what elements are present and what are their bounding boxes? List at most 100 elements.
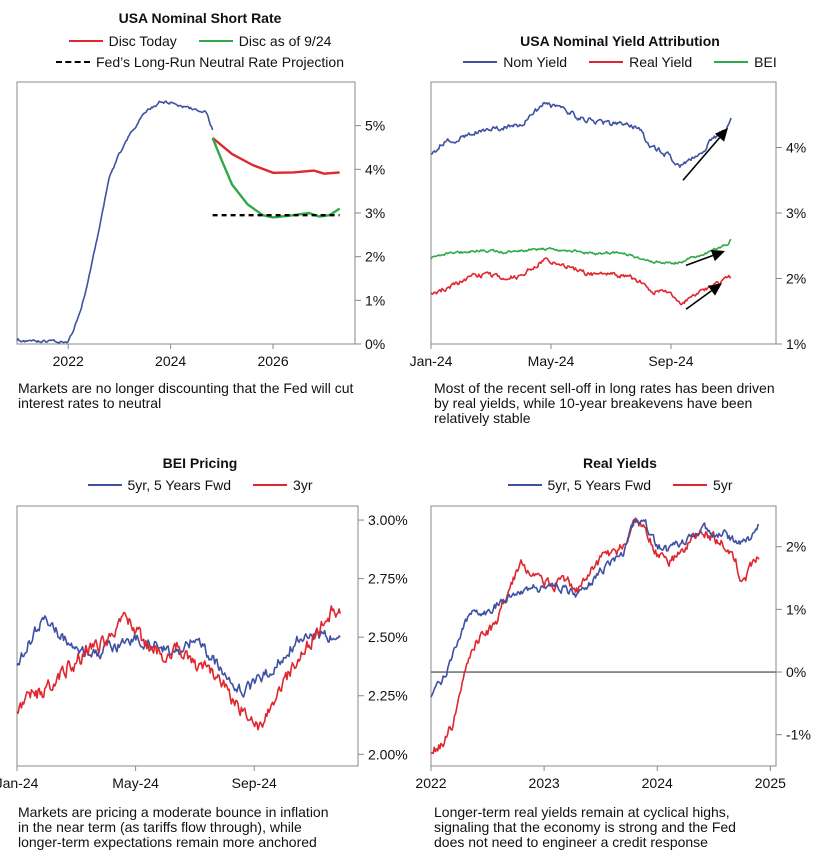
y-tick-label: 2.50% [368, 629, 408, 645]
y-tick-label: 2% [365, 249, 385, 265]
legend-swatch [589, 61, 624, 63]
legend-label: Nom Yield [503, 54, 568, 70]
caption: Most of the recent sell-off in long rate… [434, 381, 775, 426]
x-tick-label: 2024 [642, 775, 673, 791]
x-tick-label: Sep-24 [232, 775, 277, 791]
legend-label: BEI [754, 54, 777, 70]
series-line-5yr [430, 517, 760, 755]
caption: Markets are pricing a moderate bounce in… [18, 805, 329, 850]
annotation-arrow-head [707, 283, 722, 296]
panel-title: USA Nominal Yield Attribution [520, 33, 720, 49]
y-tick-label: 2.00% [368, 746, 408, 762]
legend: Disc Today Disc as of 9/24 [0, 33, 410, 49]
y-tick-label: 3.00% [368, 512, 408, 528]
annotation-arrow-shaft [682, 137, 721, 181]
series-line-disc-today [211, 136, 340, 175]
caption-line: Markets are pricing a moderate bounce in… [18, 804, 329, 820]
x-tick-label: Jan-24 [0, 775, 39, 791]
annotation-arrow-shaft [685, 290, 712, 310]
series-line-actual [16, 100, 214, 344]
panel-bei-pricing: BEI Pricing 5yr, 5 Years Fwd 3yr 2.00% 2.… [0, 440, 420, 863]
y-tick-label: 4% [365, 161, 385, 177]
y-tick-label: 0% [786, 664, 806, 680]
legend-swatch [507, 484, 542, 486]
legend-label: Fed’s Long-Run Neutral Rate Projection [96, 54, 344, 70]
x-tick-label: 2026 [257, 353, 288, 369]
y-tick-label: 0% [365, 336, 385, 352]
plot-frame [16, 505, 359, 767]
panel-short-rate: USA Nominal Short Rate Disc Today Disc a… [0, 0, 420, 420]
x-tick-label: Jan-24 [410, 353, 453, 369]
y-tick-label: 3% [786, 205, 806, 221]
panel-real-yields: Real Yields 5yr, 5 Years Fwd 5yr -1% 0% 1%… [415, 440, 840, 863]
legend-swatch [673, 484, 708, 486]
panel-yield-attribution: USA Nominal Yield Attribution Nom Yield … [410, 0, 840, 430]
annotation-arrow-shaft [685, 254, 714, 267]
legend-swatch [87, 484, 122, 486]
y-tick-label: 1% [365, 292, 385, 308]
panel-title: BEI Pricing [162, 455, 238, 471]
legend-swatch [56, 61, 90, 63]
x-tick-label: May-24 [112, 775, 159, 791]
series-line-3yr [16, 605, 341, 731]
x-tick-label: 2025 [755, 775, 786, 791]
legend: 5yr, 5 Years Fwd 5yr [410, 477, 830, 493]
y-tick-label: 3% [365, 205, 385, 221]
legend-item-bei: BEI [714, 54, 777, 70]
legend-item-disc-as-of: Disc as of 9/24 [198, 33, 331, 49]
caption-line: does not need to engineer a credit respo… [434, 834, 708, 850]
legend: 5yr, 5 Years Fwd 3yr [0, 477, 410, 493]
annotation-arrow-head [710, 249, 725, 262]
legend-item-neutral-rate: Fed’s Long-Run Neutral Rate Projection [56, 54, 344, 70]
legend-item-3yr: 3yr [253, 477, 312, 493]
chart-short-rate: 0% 1% 2% 3% 4% 5% 2022 2024 2026 [16, 81, 385, 369]
legend-label: Real Yield [629, 54, 693, 70]
caption-line: longer-term expectations remain more anc… [18, 834, 317, 850]
series-line-nom-yield [430, 101, 732, 168]
annotation-arrow-head [714, 127, 728, 142]
y-tick-label: 4% [786, 140, 806, 156]
legend-item-5y5y: 5yr, 5 Years Fwd [507, 477, 651, 493]
caption-line: interest rates to neutral [18, 395, 162, 411]
legend-item-5y5y: 5yr, 5 Years Fwd [87, 477, 232, 493]
y-tick-label: 2.25% [368, 688, 408, 704]
y-tick-label: 2% [786, 271, 806, 287]
panel-title: Real Yields [583, 455, 657, 471]
x-tick-label: 2022 [415, 775, 446, 791]
caption-line: relatively stable [434, 410, 531, 426]
x-tick-label: May-24 [528, 353, 575, 369]
legend-swatch [714, 61, 749, 63]
legend-item-disc-today: Disc Today [68, 33, 177, 49]
caption: Longer-term real yields remain at cyclic… [434, 805, 736, 850]
y-tick-label: 1% [786, 336, 806, 352]
legend-swatch [463, 61, 498, 63]
legend-item-5yr: 5yr [673, 477, 732, 493]
legend-label: Disc Today [108, 33, 177, 49]
caption-line: Markets are no longer discounting that t… [18, 380, 354, 396]
panel-title: USA Nominal Short Rate [118, 10, 282, 26]
legend-label: 3yr [293, 477, 313, 493]
series-line-5yr-5-years-fwd [430, 518, 760, 698]
y-tick-label: 1% [786, 601, 806, 617]
legend-label: 5yr, 5 Years Fwd [127, 477, 232, 493]
legend-row-2: Fed’s Long-Run Neutral Rate Projection [0, 54, 410, 70]
x-tick-label: 2023 [529, 775, 560, 791]
series-line-5yr-5-years-fwd [16, 615, 341, 698]
chart-yield-attribution: 1% 2% 3% 4% Jan-24 May-24 Sep-24 [410, 81, 806, 369]
y-tick-label: 5% [365, 118, 385, 134]
caption-line: Most of the recent sell-off in long rate… [434, 380, 775, 396]
legend-swatch [198, 40, 233, 42]
y-tick-label: 2% [786, 539, 806, 555]
y-tick-label: 2.75% [368, 571, 408, 587]
caption-line: in the near term (as tariffs flow throug… [18, 819, 302, 835]
y-tick-label: -1% [786, 727, 811, 743]
chart-real-yields: -1% 0% 1% 2% 2022 2023 2024 2025 [415, 505, 811, 791]
caption: Markets are no longer discounting that t… [18, 381, 353, 411]
x-tick-label: Sep-24 [648, 353, 693, 369]
caption-line: by real yields, while 10-year breakevens… [434, 395, 753, 411]
x-tick-label: 2024 [155, 353, 186, 369]
x-tick-label: 2022 [53, 353, 84, 369]
legend-swatch [68, 40, 103, 42]
legend-label: 5yr [713, 477, 733, 493]
plot-frame [430, 505, 777, 767]
